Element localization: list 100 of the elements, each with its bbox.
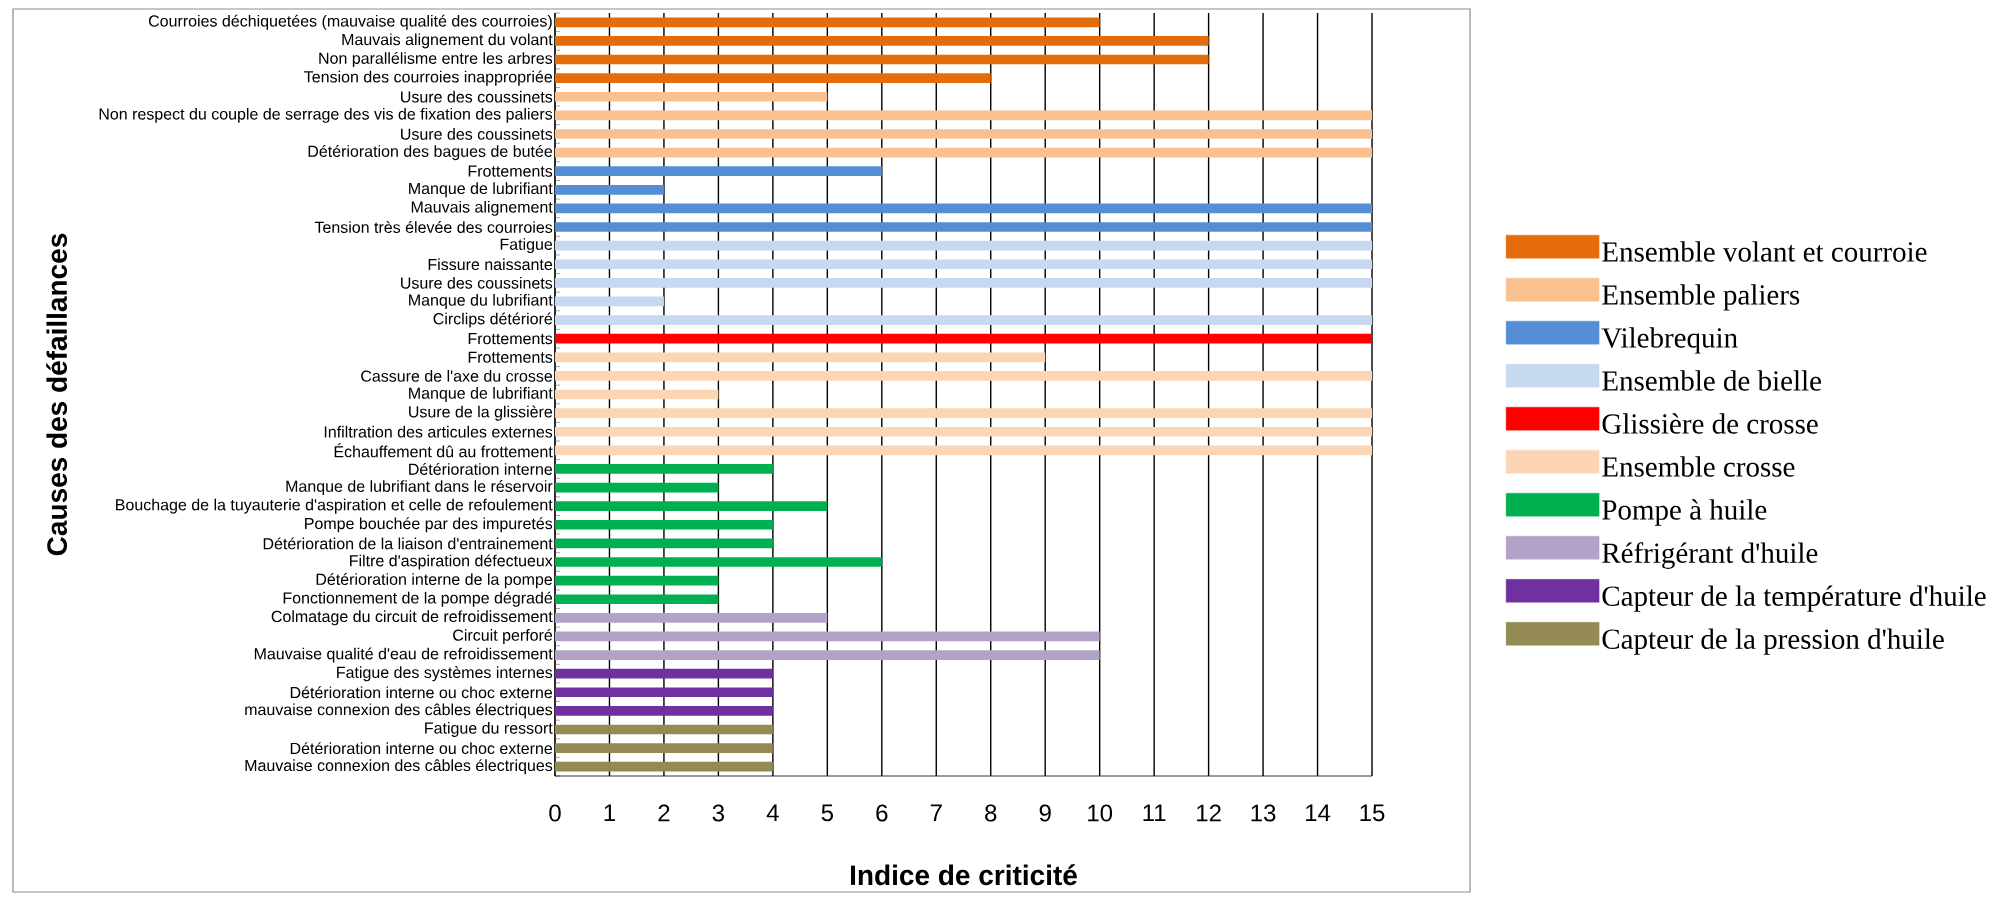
y-tick-label: Fissure naissante	[428, 258, 553, 271]
x-tick-label: 13	[1251, 804, 1276, 822]
x-tick-label: 8	[985, 804, 997, 822]
y-tick-label: Détérioration interne de la pompe	[316, 573, 553, 589]
y-tick-label: Tension des courroies inappropriée	[304, 70, 553, 86]
bar	[555, 482, 719, 493]
y-tick-label: Fatigue	[500, 238, 553, 254]
bar	[555, 91, 828, 102]
y-tick-label: Fonctionnement de la pompe dégradé	[283, 591, 553, 607]
bar	[555, 110, 1373, 121]
y-tick-label: Filtre d'aspiration défectueux	[350, 554, 553, 570]
legend-label: Vilebrequin	[1601, 327, 1738, 354]
bar	[555, 631, 1100, 642]
x-tick-label: 7	[930, 804, 942, 822]
bar	[555, 687, 773, 698]
bar	[555, 147, 1373, 158]
bar	[555, 17, 1100, 28]
bar	[555, 519, 773, 530]
y-tick-label: Manque de lubrifiant	[409, 387, 553, 402]
x-tick-label: 14	[1306, 804, 1331, 822]
y-tick-label: Tension très élevée des courroies	[314, 221, 553, 233]
x-tick-label: 4	[766, 804, 779, 822]
y-tick-label: Détérioration de la liaison d'entrainement	[263, 537, 553, 550]
y-tick-label: Mauvaise qualité d'eau de refroidissement	[254, 647, 553, 663]
bar	[555, 464, 773, 474]
legend-label: Pompe à huile	[1602, 499, 1767, 526]
bar	[555, 73, 991, 83]
bar	[555, 36, 1209, 46]
y-tick-label: Détérioration interne ou choc externe	[290, 686, 553, 699]
legend-label: Ensemble paliers	[1602, 284, 1800, 311]
y-tick-label: Non respect du couple de serrage des vis de fixation des paliers	[99, 107, 553, 123]
bar	[555, 445, 1373, 456]
bar	[555, 352, 1046, 363]
x-tick-label: 6	[876, 804, 888, 822]
bar	[555, 54, 1209, 65]
x-tick-label: 3	[712, 804, 725, 822]
y-tick-label: Détérioration des bagues de butée	[308, 145, 553, 161]
bar	[555, 315, 1373, 325]
y-tick-label: Usure des coussinets	[401, 276, 553, 289]
bar	[555, 557, 882, 567]
legend-label: Réfrigérant d'huile	[1602, 542, 1818, 569]
x-tick-label: 11	[1143, 804, 1166, 822]
legend-label: Ensemble volant et courroie	[1602, 241, 1927, 262]
y-tick-label: Frottements	[468, 333, 553, 345]
y-tick-label: Échauffement dû au frottement	[334, 443, 553, 458]
bar	[555, 408, 1373, 418]
bar	[555, 203, 1373, 214]
bar	[555, 259, 1373, 270]
y-tick-label: Détérioration interne	[409, 462, 553, 475]
y-axis-title: Causes des défaillances	[46, 233, 68, 556]
legend-label: Capteur de la température d'huile	[1602, 585, 1986, 612]
bar	[555, 706, 773, 716]
y-tick-label: Infiltration des articules externes	[324, 425, 553, 438]
y-tick-label: Mauvaise connexion des câbles électriques	[245, 759, 553, 775]
legend-label: Ensemble crosse	[1602, 456, 1795, 477]
bar	[555, 761, 773, 772]
x-axis-title: Indice de criticité	[851, 864, 1077, 886]
y-tick-label: Pompe bouchée par des impuretés	[305, 517, 553, 533]
y-tick-label: Mauvais alignement	[411, 200, 553, 216]
y-tick-label: Manque du lubrifiant	[409, 294, 553, 309]
y-tick-label: Frottements	[468, 165, 553, 177]
y-tick-label: Usure des coussinets	[401, 90, 553, 103]
bar	[555, 333, 1373, 344]
bar	[555, 575, 719, 586]
x-tick-label: 10	[1088, 804, 1113, 822]
legend-label: Ensemble de bielle	[1602, 370, 1821, 391]
y-tick-label: Fatigue du ressort	[425, 722, 553, 737]
y-tick-label: Usure des coussinets	[401, 128, 553, 140]
y-tick-label: Frottements	[468, 351, 553, 363]
bar	[555, 166, 882, 177]
bar	[555, 668, 773, 679]
bar	[555, 650, 1100, 660]
y-tick-label: Usure de la glissière	[409, 405, 553, 421]
bar	[555, 594, 719, 605]
bar	[555, 371, 1373, 381]
x-tick-label: 5	[821, 804, 834, 822]
bar	[555, 184, 664, 195]
bar	[555, 724, 773, 735]
x-tick-label: 0	[549, 804, 561, 822]
y-tick-label: Manque de lubrifiant dans le réservoir	[286, 480, 553, 496]
bar	[555, 222, 1373, 232]
x-tick-label: 1	[604, 804, 615, 822]
bar	[555, 538, 773, 549]
bar	[555, 129, 1373, 139]
bar	[555, 278, 1373, 288]
bar	[555, 501, 828, 511]
bar	[555, 296, 664, 307]
y-tick-label: Cassure de l'axe du crosse	[361, 370, 553, 382]
y-tick-label: Circlips détérioré	[433, 312, 553, 328]
y-tick-label: Colmatage du circuit de refroidissement	[271, 610, 553, 626]
y-tick-label: Détérioration interne ou choc externe	[290, 742, 553, 755]
y-tick-label: Non parallélisme entre les arbres	[319, 51, 553, 68]
x-tick-label: 15	[1360, 804, 1385, 822]
y-tick-label: Courroies déchiquetées (mauvaise qualité des courroies)	[148, 14, 552, 30]
y-tick-label: Circuit perforé	[453, 628, 553, 644]
legend-label: Glissière de crosse	[1602, 413, 1818, 434]
x-tick-label: 2	[658, 804, 670, 822]
bar	[555, 612, 828, 623]
y-tick-label: Mauvais alignement du volant	[342, 33, 553, 49]
legend-label: Capteur de la pression d'huile	[1602, 628, 1944, 655]
